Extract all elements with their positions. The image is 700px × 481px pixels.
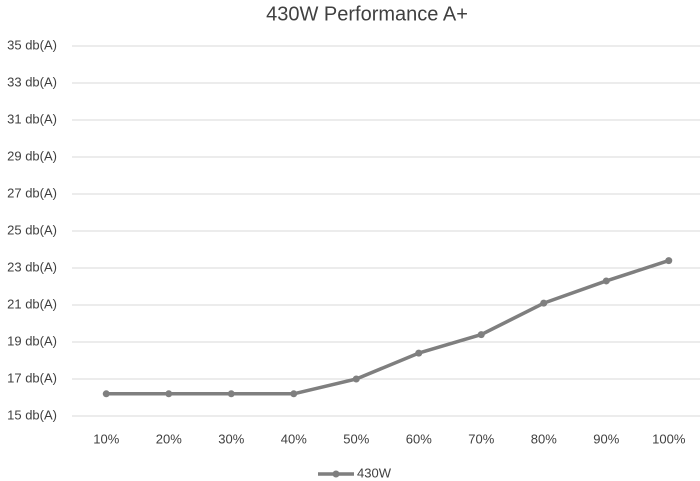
x-tick-label: 30%: [218, 431, 244, 446]
data-point: [665, 257, 673, 265]
y-tick-label: 19 db(A): [7, 333, 57, 348]
y-tick-label: 21 db(A): [7, 296, 57, 311]
data-point: [540, 299, 548, 307]
data-point: [415, 349, 423, 357]
legend-label: 430W: [357, 465, 392, 480]
y-tick-label: 35 db(A): [7, 37, 57, 52]
x-tick-label: 50%: [343, 431, 369, 446]
x-tick-label: 70%: [468, 431, 494, 446]
y-tick-label: 33 db(A): [7, 74, 57, 89]
chart-title: 430W Performance A+: [266, 3, 468, 25]
x-tick-label: 60%: [406, 431, 432, 446]
y-tick-label: 23 db(A): [7, 259, 57, 274]
data-point: [227, 390, 235, 398]
y-tick-label: 15 db(A): [7, 407, 57, 422]
y-tick-label: 17 db(A): [7, 370, 57, 385]
data-point: [352, 375, 360, 383]
x-tick-label: 90%: [593, 431, 619, 446]
data-point: [290, 390, 298, 398]
y-tick-label: 27 db(A): [7, 185, 57, 200]
data-point: [602, 277, 610, 285]
data-line: [106, 258, 670, 396]
x-tick-label: 80%: [531, 431, 557, 446]
data-point: [477, 331, 485, 339]
y-tick-label: 31 db(A): [7, 111, 57, 126]
x-tick-label: 20%: [156, 431, 182, 446]
y-tick-label: 29 db(A): [7, 148, 57, 163]
data-point: [165, 390, 173, 398]
data-point: [102, 390, 110, 398]
x-tick-label: 100%: [652, 431, 686, 446]
x-tick-label: 40%: [281, 431, 307, 446]
legend-marker: [332, 470, 340, 478]
x-tick-label: 10%: [93, 431, 119, 446]
y-tick-label: 25 db(A): [7, 222, 57, 237]
